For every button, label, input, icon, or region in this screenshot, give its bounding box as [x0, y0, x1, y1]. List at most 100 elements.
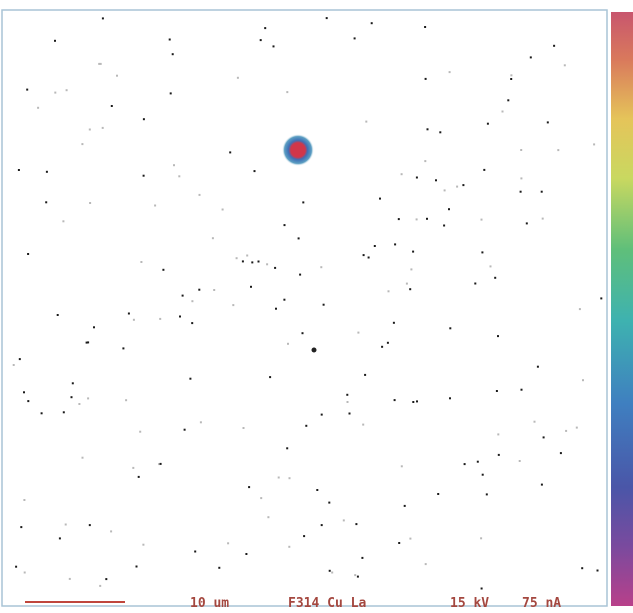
pixel-dot [394, 399, 396, 401]
pixel-dot [54, 92, 56, 94]
pixel-dot [368, 257, 370, 259]
pixel-dot [229, 151, 231, 153]
pixel-dot [507, 99, 509, 101]
pixel-dot [520, 177, 522, 179]
pixel-dot [63, 411, 65, 413]
pixel-dot [416, 400, 418, 402]
pixel-dot [102, 17, 104, 19]
pixel-dot [349, 413, 351, 415]
pixel-dot [105, 578, 107, 580]
pixel-dot [227, 542, 229, 544]
pixel-dot [284, 224, 286, 226]
pixel-dot [212, 237, 214, 239]
pixel-dot [62, 220, 64, 222]
pixel-dot [213, 289, 215, 291]
pixel-dot [582, 379, 584, 381]
pixel-dot [497, 335, 499, 337]
pixel-dot [526, 222, 528, 224]
pixel-dot [184, 429, 186, 431]
pixel-dot [361, 557, 363, 559]
pixel-dot [26, 89, 28, 91]
pixel-dot [237, 77, 239, 79]
pixel-dot [412, 401, 414, 403]
pixel-dot [346, 394, 348, 396]
pixel-dot [364, 374, 366, 376]
pixel-dot [357, 332, 359, 334]
pixel-dot [537, 366, 539, 368]
pixel-dot [521, 389, 523, 391]
pixel-dot [547, 121, 549, 123]
pixel-dot [260, 39, 262, 41]
pixel-dot [24, 572, 26, 574]
pixel-dot [425, 78, 427, 80]
pixel-dot [89, 202, 91, 204]
pixel-dot [510, 78, 512, 80]
pixel-dot [398, 218, 400, 220]
pixel-dot [412, 251, 414, 253]
pixel-dot [474, 283, 476, 285]
pixel-dot [323, 304, 325, 306]
pixel-dot [355, 523, 357, 525]
pixel-dot [23, 499, 25, 501]
pixel-dot [242, 260, 244, 262]
pixel-dot [27, 253, 29, 255]
pixel-dot [416, 177, 418, 179]
pixel-dot [398, 542, 400, 544]
pixel-dot [160, 463, 162, 465]
pixel-dot [381, 346, 383, 348]
pixel-dot [283, 299, 285, 301]
pixel-dot [200, 421, 202, 423]
pixel-dot [371, 22, 373, 24]
pixel-dot [406, 283, 408, 285]
pixel-dot [416, 218, 418, 220]
pixel-dot [159, 318, 161, 320]
pixel-dot [542, 218, 544, 220]
pixel-dot [87, 341, 89, 343]
pixel-dot [424, 160, 426, 162]
pixel-dot [273, 45, 275, 47]
pixel-dot [379, 198, 381, 200]
pixel-dot [69, 578, 71, 580]
pixel-dot [557, 149, 559, 151]
pixel-dot [286, 91, 288, 93]
pixel-dot [326, 17, 328, 19]
pixel-dot [287, 343, 289, 345]
pixel-dot [81, 143, 83, 145]
pixel-dot [267, 516, 269, 518]
pixel-dot [248, 486, 250, 488]
pixel-dot [321, 414, 323, 416]
pixel-dot [111, 105, 113, 107]
pixel-dot [222, 209, 224, 211]
pixel-dot [597, 570, 599, 572]
pixel-dot [520, 149, 522, 151]
pixel-dot [102, 127, 104, 129]
pixel-dot [82, 457, 84, 459]
pixel-dot [99, 585, 101, 587]
scale-bar-label: 10 um [190, 596, 229, 611]
pixel-dot [275, 308, 277, 310]
pixel-dot [243, 427, 245, 429]
pixel-dot [18, 169, 20, 171]
pixel-dot [278, 477, 280, 479]
pixel-dot [494, 277, 496, 279]
pixel-dot [497, 433, 499, 435]
pixel-dot [393, 322, 395, 324]
pixel-dot [480, 537, 482, 539]
pixel-dot [401, 173, 403, 175]
pixel-dot [329, 570, 331, 572]
pixel-dot [27, 400, 29, 402]
pixel-dot [541, 484, 543, 486]
pixel-dot [264, 27, 266, 29]
pixel-dot [269, 376, 271, 378]
pixel-dot [331, 572, 333, 574]
pixel-dot [362, 424, 364, 426]
pixel-dot [560, 452, 562, 454]
pixel-dot [401, 465, 403, 467]
pixel-dot [246, 255, 248, 257]
pixel-dot [41, 412, 43, 414]
pixel-dot [481, 251, 483, 253]
pixel-dot [357, 576, 359, 578]
pixel-dot [59, 537, 61, 539]
pixel-dot [189, 378, 191, 380]
pixel-dot [600, 297, 602, 299]
